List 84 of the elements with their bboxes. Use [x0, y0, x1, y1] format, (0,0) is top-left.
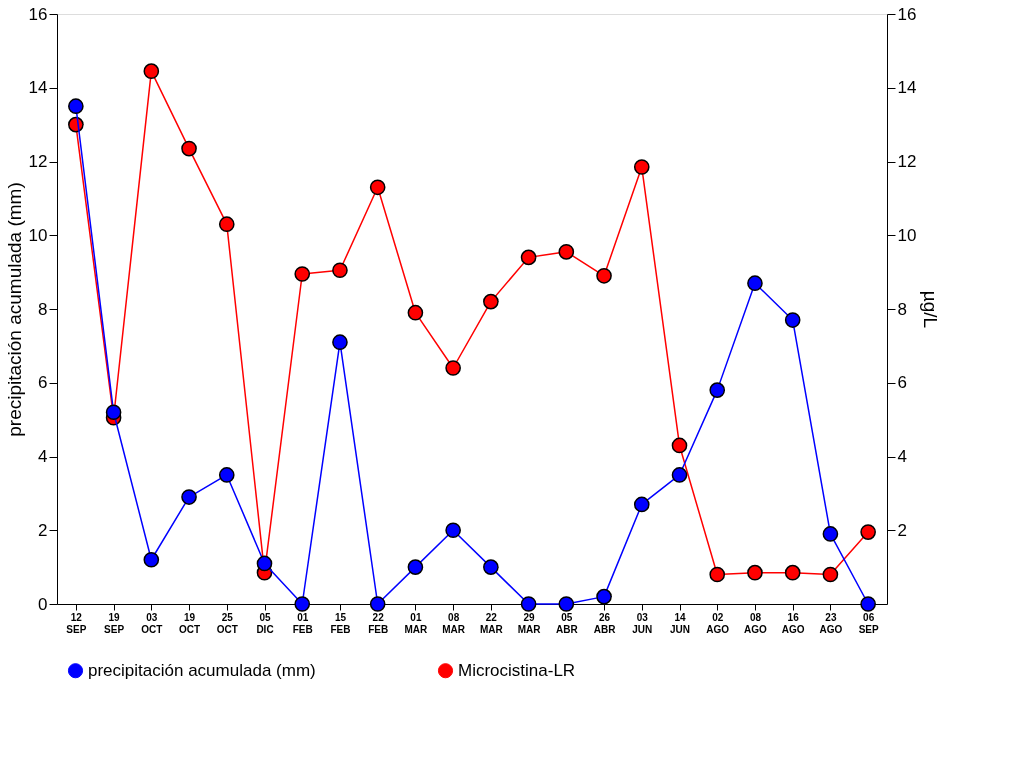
y2-tick-label: 16: [897, 4, 917, 24]
point: [294, 596, 311, 612]
point: [860, 596, 876, 612]
x-tick-label: 03 OCT: [141, 611, 163, 635]
y2-tick-label: 14: [897, 78, 917, 98]
point: [483, 559, 499, 575]
point: [671, 467, 688, 483]
point: [596, 588, 612, 605]
y-axis-title: precipitación acumulada (mm): [3, 182, 25, 437]
y2-tick-label: 6: [897, 373, 907, 393]
x-tick-label: 08 AGO: [744, 611, 768, 635]
point: [445, 522, 461, 539]
x-tick-label: 25 OCT: [216, 611, 238, 635]
point: [633, 496, 650, 513]
point: [181, 140, 197, 157]
x-tick-label: 19 OCT: [178, 611, 201, 635]
point: [747, 564, 763, 581]
y-tick-label: 14: [28, 78, 48, 98]
point: [294, 266, 311, 282]
y-tick-label: 0: [38, 594, 48, 614]
y2-tick-label: 12: [897, 152, 917, 171]
point: [445, 360, 461, 376]
x-tick-label: 23 AGO: [819, 611, 843, 635]
legend-label: precipitación acumulada (mm): [88, 660, 316, 680]
point: [671, 437, 688, 454]
point: [822, 566, 839, 583]
y-tick-label: 2: [38, 520, 48, 540]
x-tick-label: 06 SEP: [858, 611, 879, 635]
point: [633, 159, 650, 175]
x-tick-label: 08 MAR: [442, 611, 466, 635]
x-tick-label: 14 JUN: [669, 611, 691, 635]
y-tick-label: 8: [38, 299, 48, 319]
point: [520, 249, 537, 266]
y2-axis-title: µg/L: [920, 290, 942, 329]
x-tick-label: 22 MAR: [479, 611, 504, 635]
x-tick-label: 16 AGO: [781, 611, 805, 635]
y2-tick-label: 4: [897, 447, 907, 466]
point: [520, 596, 537, 612]
y-tick-label: 16: [28, 4, 48, 24]
x-tick-label: 26 ABR: [593, 611, 617, 635]
point: [143, 551, 160, 568]
y2-tick-label: 8: [897, 299, 907, 319]
y-tick-label: 6: [38, 373, 48, 393]
point: [709, 382, 726, 398]
point: [218, 216, 235, 232]
point: [143, 63, 160, 79]
point: [105, 404, 122, 421]
legend-label: Microcistina-LR: [458, 660, 576, 680]
x-tick-label: 12 SEP: [66, 611, 87, 635]
point: [483, 293, 499, 310]
point: [332, 262, 348, 279]
y-tick-label: 4: [38, 447, 48, 466]
x-tick-label: 15 FEB: [330, 611, 351, 635]
point: [596, 268, 612, 284]
point: [369, 596, 386, 612]
point: [747, 275, 763, 291]
point: [558, 244, 575, 260]
point: [822, 526, 839, 542]
point: [709, 566, 726, 583]
point: [784, 564, 801, 581]
point: [332, 334, 348, 350]
x-tick-label: 29 MAR: [517, 611, 542, 635]
point: [784, 312, 801, 328]
x-tick-label: 01 FEB: [292, 611, 313, 635]
point: [256, 555, 273, 572]
x-tick-label: 19 SEP: [104, 611, 125, 635]
y2-tick-label: 10: [897, 225, 917, 245]
point: [860, 524, 876, 540]
y-tick-label: 10: [28, 225, 48, 245]
point: [407, 304, 424, 321]
point: [181, 489, 197, 505]
x-tick-label: 22 FEB: [368, 611, 389, 635]
x-tick-label: 01 MAR: [404, 611, 429, 635]
point: [218, 467, 235, 483]
point: [407, 559, 424, 575]
point: [558, 596, 575, 612]
x-tick-label: 05 ABR: [555, 611, 579, 635]
point: [68, 98, 84, 114]
y2-tick-label: 2: [897, 520, 907, 540]
x-tick-label: 05 DIC: [256, 611, 274, 635]
x-tick-label: 02 AGO: [706, 611, 730, 635]
x-tick-label: 03 JUN: [632, 611, 653, 635]
point: [369, 179, 386, 196]
y-tick-label: 12: [28, 152, 48, 171]
